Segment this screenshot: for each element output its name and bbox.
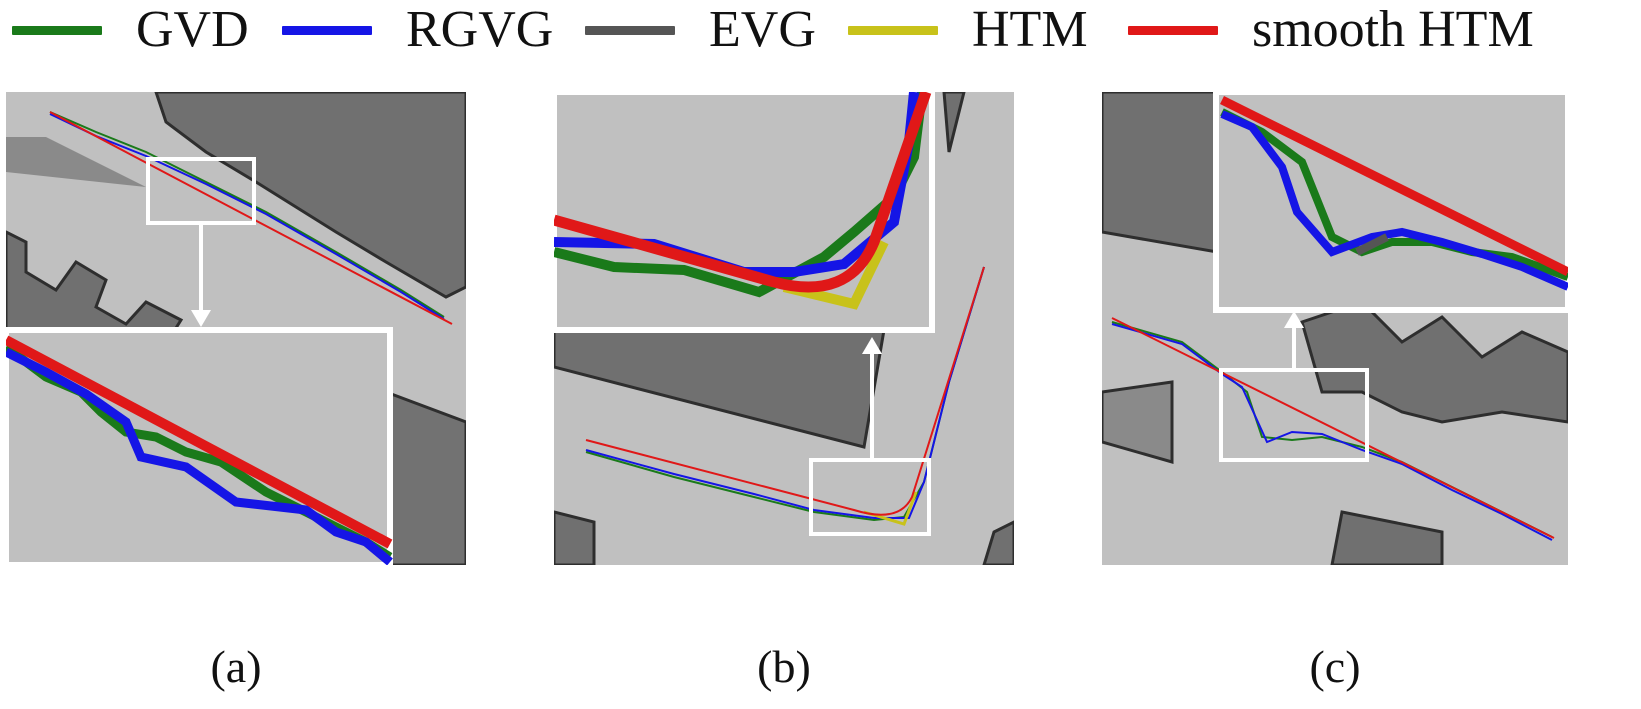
path-rgvg: [49, 113, 445, 320]
zoom-arrow-head: [191, 310, 211, 327]
legend-item-smooth-htm: smooth HTM: [1128, 1, 1534, 58]
legend-item-rgvg: RGVG: [282, 1, 554, 58]
panel-b: [554, 92, 1014, 565]
caption-b: (b): [757, 641, 811, 692]
inset-path-smooth-htm: [1219, 95, 1568, 277]
inset-path-htm: [782, 239, 889, 310]
legend-swatch-rgvg: [282, 25, 372, 35]
obstacle-top-left: [6, 137, 146, 187]
caption-a: (a): [210, 641, 262, 692]
legend-swatch-gvd: [12, 25, 102, 35]
legend-label-smooth-htm: smooth HTM: [1252, 1, 1534, 58]
inset-path-rgvg: [1220, 110, 1568, 291]
panel-a-map: [6, 92, 466, 565]
path-smooth-htm: [1111, 317, 1555, 539]
path-smooth-htm: [49, 111, 453, 325]
path-rgvg: [585, 266, 985, 519]
legend-item-gvd: GVD: [12, 1, 249, 58]
legend: GVD RGVG EVG HTM smooth HTM: [0, 0, 1641, 60]
legend-swatch-htm: [848, 25, 938, 35]
inset-path-evg: [1355, 233, 1389, 256]
panel-a: [6, 92, 466, 565]
panel-c: [1102, 92, 1568, 565]
obstacle-top-left: [1102, 92, 1219, 254]
legend-label-gvd: GVD: [136, 1, 249, 58]
legend-label-rgvg: RGVG: [406, 1, 554, 58]
obstacle-top-right: [942, 92, 966, 153]
panel-b-map: [554, 92, 1014, 565]
path-htm: [863, 491, 918, 526]
zoom-arrow-head: [862, 337, 882, 354]
obstacle-bottom-left: [1102, 380, 1174, 464]
obstacle-bottom-right: [982, 520, 1014, 565]
legend-label-evg: EVG: [709, 1, 816, 58]
panel-c-map: [1102, 92, 1568, 565]
path-gvd: [49, 111, 445, 318]
caption-c: (c): [1309, 641, 1361, 692]
obstacle-bottom-left: [554, 510, 596, 565]
legend-item-evg: EVG: [585, 1, 816, 58]
obstacle-bottom-right: [384, 389, 466, 565]
inset-path-smooth-htm: [554, 92, 932, 293]
zoom-arrow-head: [1284, 311, 1304, 328]
legend-label-htm: HTM: [972, 1, 1088, 58]
legend-swatch-evg: [585, 25, 675, 35]
obstacle-bottom: [1330, 510, 1444, 565]
path-smooth-htm: [585, 266, 985, 516]
inset-path-rgvg: [6, 347, 393, 565]
inset-path-smooth-htm: [6, 335, 393, 549]
legend-swatch-smooth-htm: [1128, 25, 1218, 35]
obstacle-top-right: [154, 92, 466, 299]
legend-item-htm: HTM: [848, 1, 1088, 58]
